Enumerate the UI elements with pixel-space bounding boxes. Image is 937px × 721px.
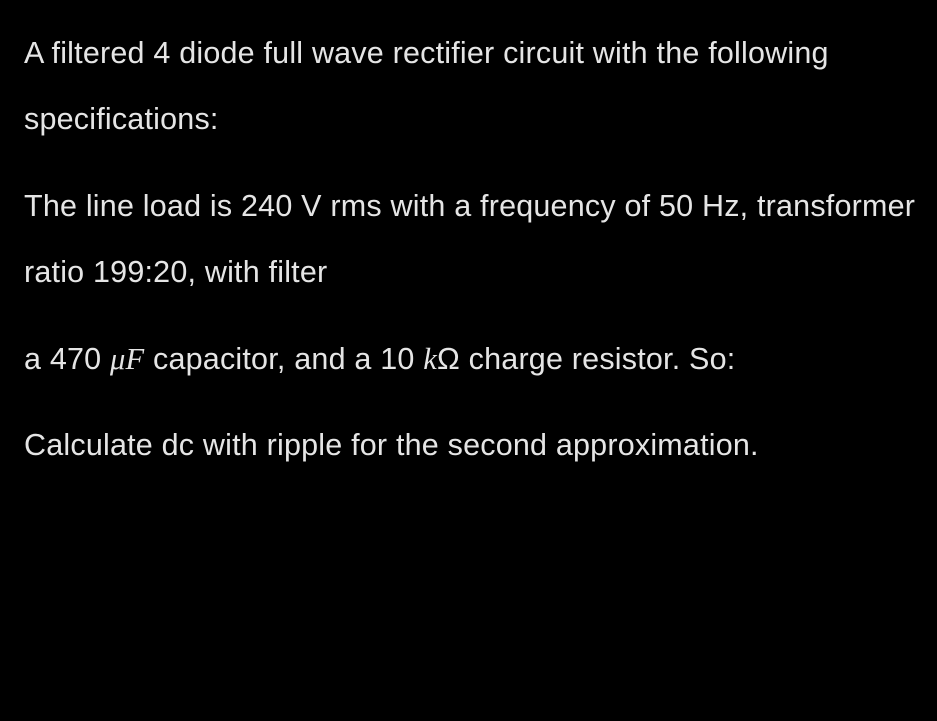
paragraph-2: The line load is 240 V rms with a freque…: [24, 173, 919, 306]
p3-text-a: a 470: [24, 342, 110, 376]
paragraph-3: a 470 μF capacitor, and a 10 kΩ charge r…: [24, 326, 919, 392]
p3-text-b: capacitor, and a 10: [144, 342, 423, 376]
p3-text-c: Ω charge resistor. So:: [437, 342, 735, 376]
paragraph-4: Calculate dc with ripple for the second …: [24, 412, 919, 478]
problem-text: A filtered 4 diode full wave rectifier c…: [0, 0, 937, 523]
k-italic: k: [423, 342, 437, 376]
paragraph-1: A filtered 4 diode full wave rectifier c…: [24, 20, 919, 153]
microfarad-symbol: μF: [110, 342, 144, 376]
